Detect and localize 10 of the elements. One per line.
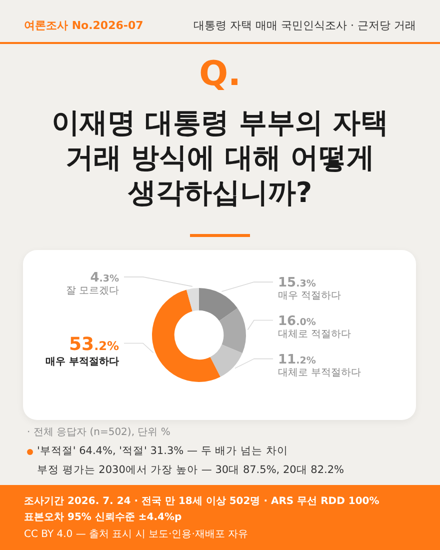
annotation: 조사기간 2026. 7. 24 · 전국 만 18세 이상 502명 · ARS 무선 RDD 100%	[24, 495, 380, 508]
annotation: CC BY 4.0 — 출처 표시 시 보도·인용·재배포 자유	[24, 528, 248, 541]
annotation: Q.	[198, 53, 242, 95]
title: 이재명 대통령 부부의 자택 거래 방식에 대해 어떻게 생각하십니까?	[50, 105, 390, 210]
annotation: 부정 평가는 2030에서 가장 높아 — 30대 87.5%, 20대 82.2%	[37, 463, 344, 477]
annotation: 여론조사 No.2026-07	[24, 18, 144, 33]
annotation: 표본오차 95% 신뢰수준 ±4.4%p	[24, 511, 182, 524]
annotation: '부적절' 64.4%, '적절' 31.3% — 두 배가 넘는 차이	[37, 444, 288, 458]
annotation: · 전체 응답자 (n=502), 단위 %	[27, 426, 170, 439]
annotation: 대통령 자택 매매 국민인식조사 · 근저당 거래	[194, 18, 416, 33]
